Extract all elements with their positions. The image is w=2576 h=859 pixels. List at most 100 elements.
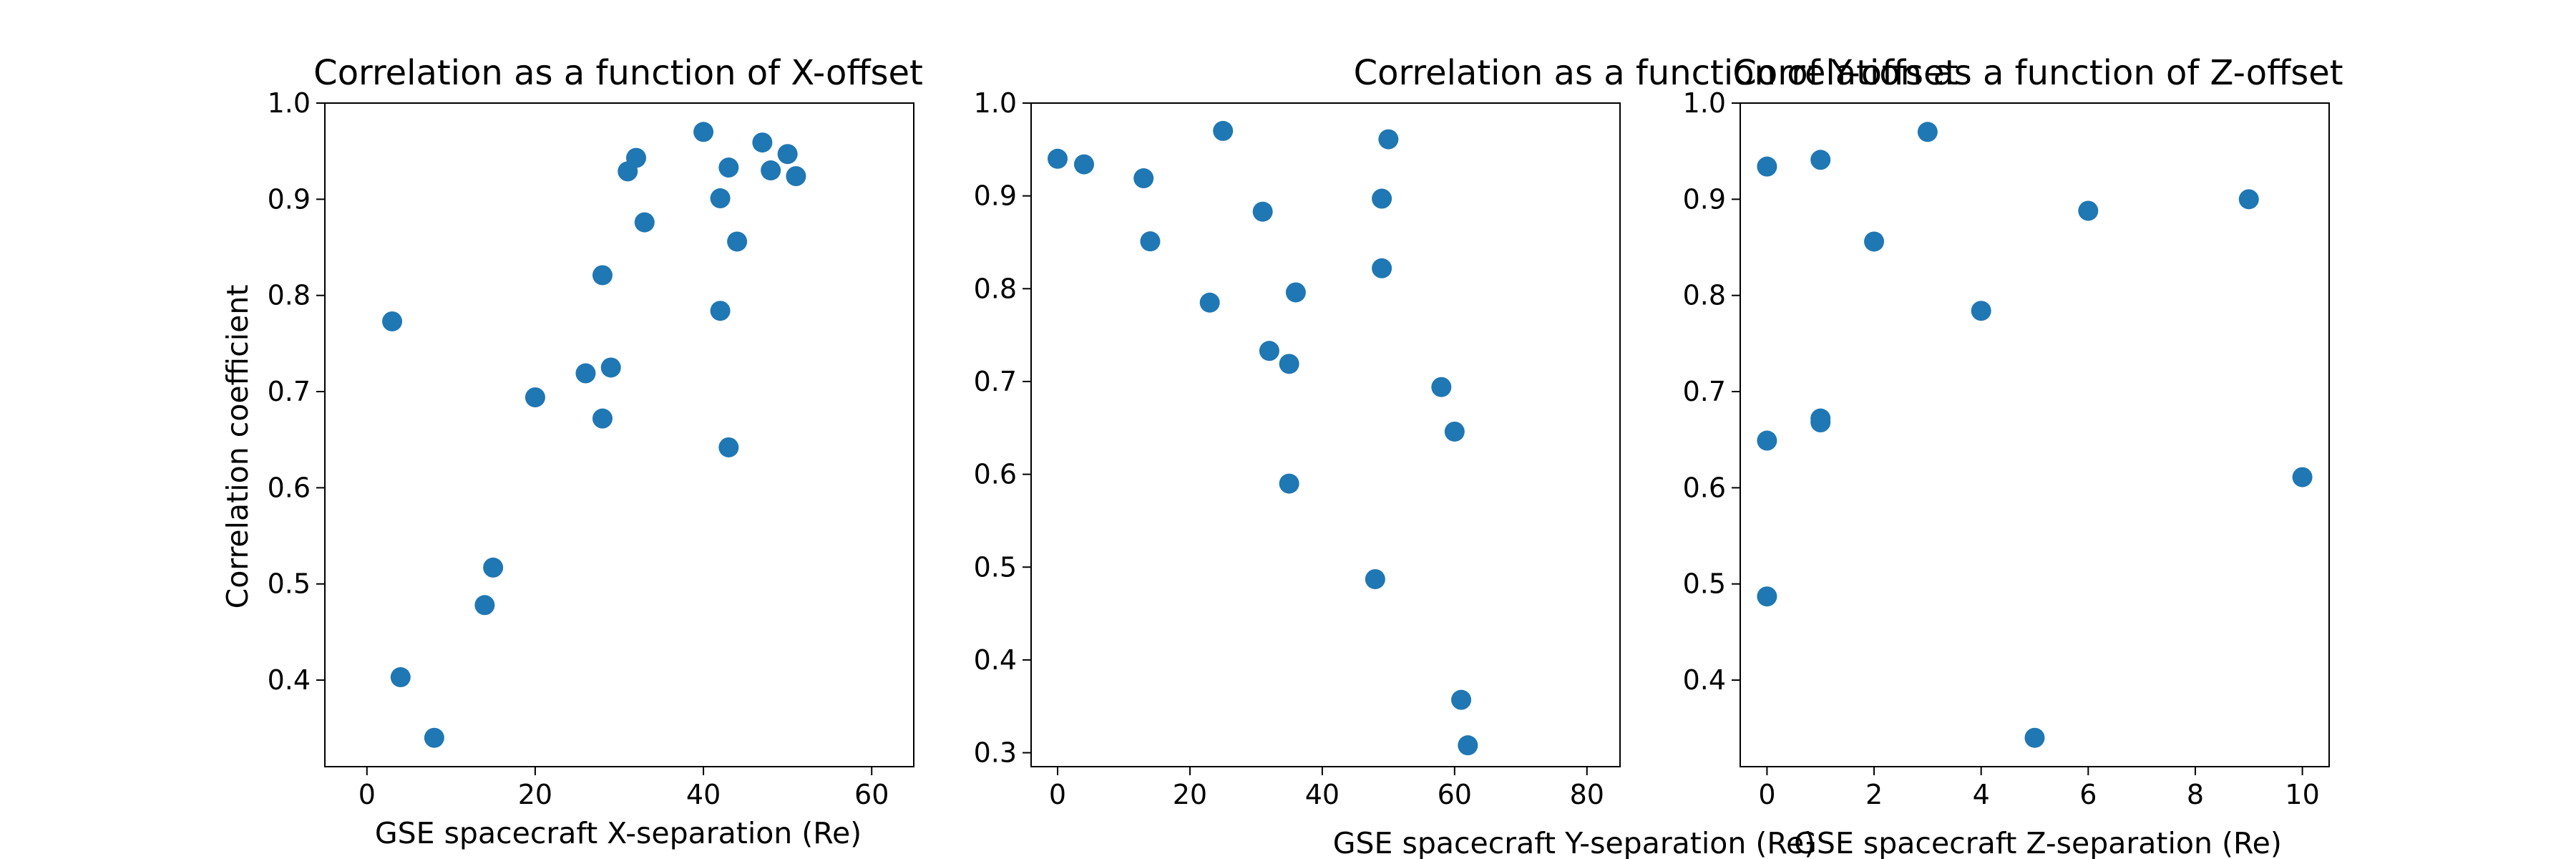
data-point: [1372, 188, 1392, 209]
chart-title: Correlation as a function of Z-offset: [1732, 53, 2343, 93]
data-point: [390, 667, 411, 688]
y-tick-label: 0.7: [974, 366, 1017, 397]
data-point: [1757, 586, 1777, 607]
data-point: [752, 132, 773, 153]
plot-frame: [1030, 102, 1621, 767]
y-tick-label: 0.5: [268, 568, 311, 600]
data-point: [1365, 569, 1385, 590]
data-point: [1378, 129, 1399, 150]
x-tick-label: 60: [1438, 779, 1472, 810]
plot-frame: [324, 102, 914, 767]
x-axis-label: GSE spacecraft Z-separation (Re): [1794, 826, 2282, 859]
x-tick-label: 0: [1049, 779, 1066, 810]
x-tick-label: 60: [854, 779, 889, 810]
y-tick-label: 0.4: [268, 664, 311, 696]
plot-area: 0 20 40 60 0.4 0.5 0.6 0.7 0.8 0.9 1.0: [268, 87, 914, 810]
y-tick-label: 0.6: [1683, 472, 1726, 503]
y-tick-label: 0.9: [1683, 183, 1726, 215]
data-point: [1810, 412, 1831, 433]
data-point: [575, 363, 596, 384]
data-point: [1279, 354, 1299, 374]
chart-title: Correlation as a function of Y-offset: [1354, 53, 1958, 93]
data-point: [2078, 200, 2099, 221]
data-point: [1199, 292, 1220, 313]
subplot-y-offset: Correlation as a function of Y-offset GS…: [974, 53, 1958, 859]
y-tick-label: 0.4: [1683, 664, 1726, 696]
data-point: [1259, 341, 1279, 361]
chart-title: Correlation as a function of X-offset: [313, 53, 923, 93]
data-point: [1458, 735, 1478, 756]
data-point: [786, 166, 806, 187]
data-point: [2292, 467, 2313, 487]
x-tick-label: 20: [1173, 779, 1207, 810]
data-point: [1047, 148, 1068, 169]
data-point: [1917, 122, 1938, 142]
x-tick-label: 8: [2187, 779, 2204, 810]
data-point: [424, 727, 444, 748]
y-tick-label: 0.9: [974, 180, 1017, 212]
data-point: [1971, 301, 1991, 321]
data-point: [693, 122, 714, 142]
x-tick-label: 80: [1570, 779, 1604, 810]
y-tick-label: 0.5: [974, 551, 1017, 583]
y-tick-label: 0.4: [974, 644, 1017, 676]
x-tick-label: 4: [1973, 779, 1990, 810]
data-point: [1140, 231, 1161, 252]
data-point: [626, 147, 647, 168]
data-point: [710, 301, 731, 321]
data-point: [2238, 189, 2259, 210]
data-point: [1285, 282, 1306, 303]
y-tick-label: 0.6: [268, 472, 311, 503]
subplot-z-offset: Correlation as a function of Z-offset GS…: [1683, 53, 2343, 859]
plot-area: 0 2 4 6 8 10 0.4 0.5 0.6 0.7 0.8 0.9 1.0: [1683, 87, 2330, 810]
x-axis-label: GSE spacecraft Y-separation (Re): [1333, 826, 1815, 859]
data-point: [1810, 150, 1831, 170]
data-point: [1451, 689, 1472, 710]
data-point: [1372, 258, 1392, 278]
data-point: [761, 160, 781, 181]
x-tick-label: 20: [518, 779, 552, 810]
x-tick-label: 40: [1305, 779, 1340, 810]
data-point: [1864, 231, 1885, 252]
plot-frame: [1740, 102, 2330, 767]
data-point: [1757, 156, 1777, 177]
data-point: [483, 557, 504, 578]
data-point: [1252, 201, 1273, 222]
data-point: [710, 188, 731, 209]
data-point: [2024, 727, 2045, 748]
y-tick-label: 0.8: [1683, 280, 1726, 311]
data-point: [1279, 473, 1299, 494]
y-tick-label: 0.3: [974, 737, 1017, 769]
data-point: [777, 144, 798, 165]
y-tick-label: 0.8: [974, 273, 1017, 304]
x-tick-label: 0: [358, 779, 376, 810]
data-point: [1073, 154, 1094, 175]
data-point: [718, 437, 739, 457]
subplot-x-offset: Correlation as a function of X-offset GS…: [220, 53, 923, 850]
y-tick-label: 0.8: [268, 280, 311, 311]
y-tick-label: 1.0: [1683, 87, 1726, 119]
y-tick-label: 0.9: [268, 183, 311, 215]
data-point: [1444, 421, 1465, 442]
x-tick-label: 2: [1865, 779, 1883, 810]
data-point: [1431, 377, 1452, 397]
x-tick-label: 10: [2285, 779, 2319, 810]
data-point: [382, 311, 403, 331]
data-point: [718, 157, 739, 178]
y-tick-label: 0.7: [268, 376, 311, 407]
data-point: [525, 387, 545, 408]
x-tick-label: 6: [2079, 779, 2097, 810]
data-point: [1213, 120, 1234, 141]
y-tick-label: 1.0: [268, 87, 311, 119]
x-tick-label: 0: [1758, 779, 1775, 810]
data-point: [474, 595, 495, 616]
x-tick-label: 40: [686, 779, 721, 810]
data-point: [727, 231, 748, 252]
data-point: [1133, 168, 1154, 189]
y-tick-label: 0.6: [974, 459, 1017, 490]
data-point: [634, 212, 655, 233]
y-axis-label: Correlation coefficient: [220, 285, 255, 609]
data-point: [592, 408, 613, 429]
